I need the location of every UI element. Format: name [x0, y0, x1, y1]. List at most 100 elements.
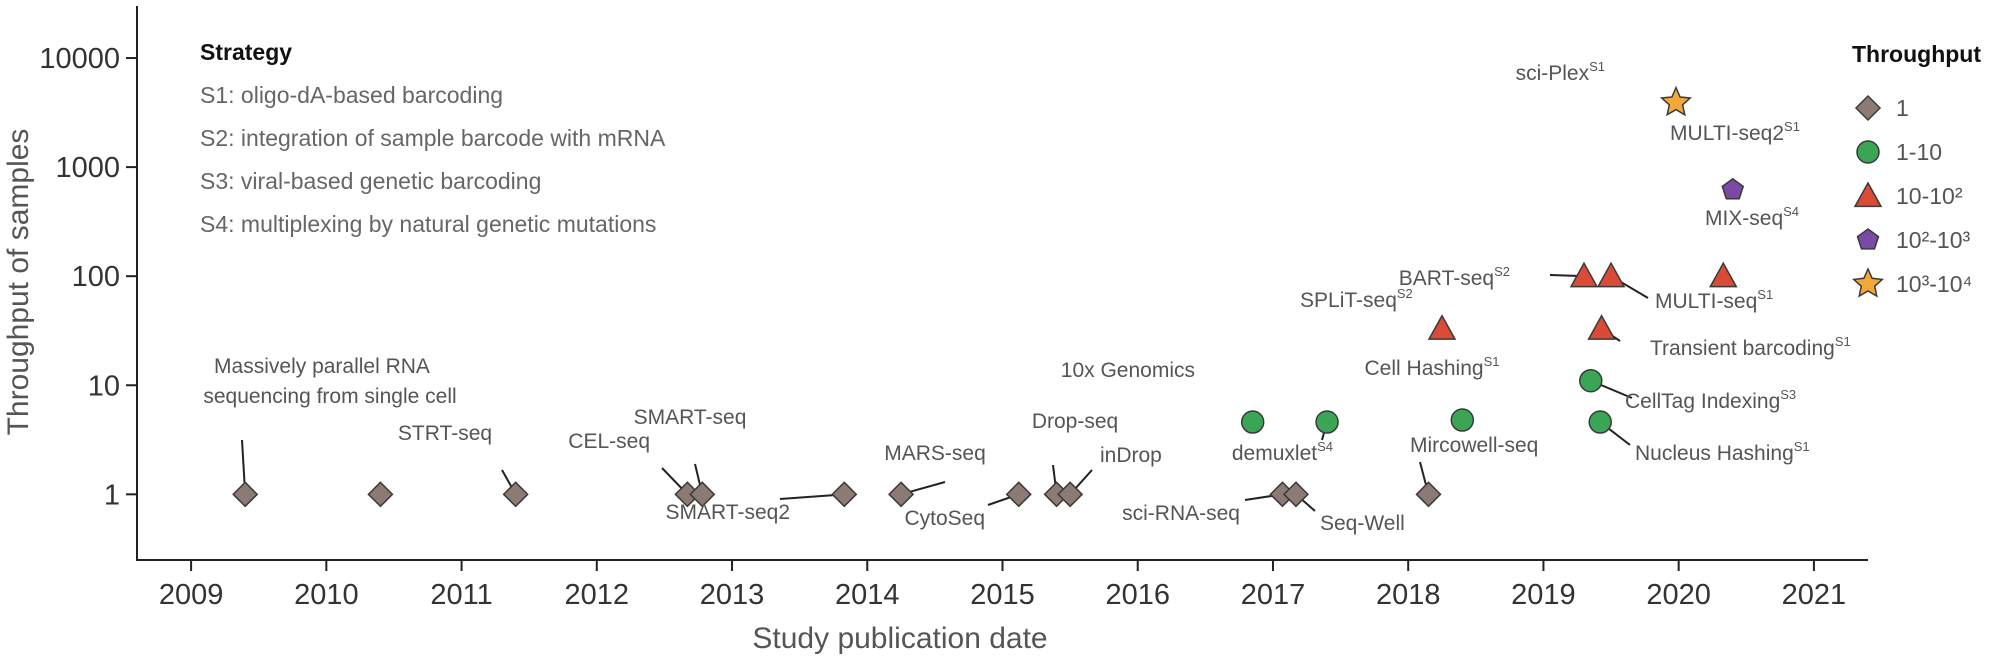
point-label-text-8: Drop-seq: [1032, 410, 1118, 433]
point-label-text-17: Nucleus Hashing: [1635, 442, 1794, 465]
point-label-text-20: MULTI-seq: [1655, 290, 1757, 313]
point-label-text-9: inDrop: [1100, 444, 1162, 467]
point-label-0: Massively parallel RNA: [214, 355, 430, 378]
x-tick-label-2015: 2015: [970, 579, 1035, 611]
y-tick-label-1000: 1000: [55, 152, 120, 184]
legend-label-0: 1: [1896, 95, 1909, 121]
point-label-12: Mircowell-seq: [1410, 434, 1538, 457]
point-label-text-24: sci-Plex: [1516, 62, 1590, 85]
axis-frame: [136, 6, 1868, 561]
point-label-8: Drop-seq: [1032, 410, 1118, 433]
legend-label-4: 10³-10⁴: [1896, 271, 1972, 297]
x-tick-label-2018: 2018: [1376, 579, 1441, 611]
y-tick-label-10: 10: [88, 370, 120, 402]
point-label-text-21: Transient barcoding: [1650, 337, 1835, 360]
axes: 2009 2010 2011 2012 2013 2014 2015 2016 2017 2018…: [39, 6, 1868, 611]
point-label-text-23: MULTI-seq2: [1670, 122, 1784, 145]
legend-marker-3: [1856, 228, 1880, 250]
point-label-3: CEL-seq: [568, 430, 650, 453]
point-label-5: SMART-seq2: [666, 501, 791, 524]
point-label-text-19: BART-seq: [1399, 267, 1494, 290]
legend-marker-0: [1854, 94, 1882, 122]
point-label-sup-16: S3: [1780, 387, 1796, 402]
x-axis-title: Study publication date: [752, 622, 1047, 655]
point-diamond-9: [1057, 481, 1084, 508]
x-tick-label-2020: 2020: [1646, 579, 1711, 611]
point-label-text-4: SMART-seq: [634, 406, 747, 429]
x-tick-label-2021: 2021: [1782, 579, 1847, 611]
point-label-sup-19: S2: [1494, 264, 1510, 279]
point-diamond-7: [1005, 481, 1032, 508]
point-label-11: Seq-Well: [1320, 512, 1405, 535]
point-label-18: SPLiT-seqS2: [1300, 286, 1413, 312]
point-label-text-10: sci-RNA-seq: [1122, 502, 1240, 525]
point-label-sup-24: S1: [1589, 59, 1605, 74]
x-tick-label-2013: 2013: [700, 579, 765, 611]
point-label-text-3: CEL-seq: [568, 430, 650, 453]
point-label-text-22: MIX-seq: [1705, 207, 1783, 230]
y-tick-label-1: 1: [104, 479, 120, 511]
point-label-text-12: Mircowell-seq: [1410, 434, 1538, 457]
strategy-item-s4: S4: multiplexing by natural genetic muta…: [200, 211, 656, 237]
legend-marker-4: [1851, 267, 1885, 298]
point-label-14: demuxletS4: [1232, 439, 1333, 465]
point-label-text-7: CytoSeq: [904, 507, 985, 530]
point-label-7: CytoSeq: [904, 507, 985, 530]
legend-title: Throughput: [1852, 41, 1981, 67]
point-circle-16: [1579, 368, 1603, 393]
legend-label-1: 1-10: [1896, 139, 1942, 165]
point-label-sup-23: S1: [1784, 119, 1800, 134]
point-star-24: [1659, 85, 1692, 117]
point-label2-0: sequencing from single cell: [203, 385, 456, 408]
legend-label-2: 10-10²: [1896, 183, 1963, 209]
x-tick-label-2012: 2012: [565, 579, 630, 611]
x-tick-label-2016: 2016: [1105, 579, 1170, 611]
y-axis-title: Throughput of samples: [2, 129, 35, 436]
point-label-sup-15: S1: [1484, 354, 1500, 369]
point-diamond-0: [232, 481, 259, 508]
x-tick-label-2009: 2009: [159, 579, 224, 611]
legend: Throughput 1 1-10 10-10² 10²-10³ 10³-10⁴: [1851, 41, 1981, 298]
legend-label-3: 10²-10³: [1896, 227, 1970, 253]
point-diamond-2: [502, 481, 529, 508]
point-label-23: MULTI-seq2S1: [1670, 119, 1800, 145]
point-diamond-11: [1282, 481, 1310, 508]
point-circle-14: [1315, 410, 1339, 434]
point-label-15: Cell HashingS1: [1365, 354, 1500, 380]
point-label-text-5: SMART-seq2: [666, 501, 791, 524]
point-label-sup-22: S4: [1783, 204, 1799, 219]
legend-marker-2: [1853, 181, 1883, 208]
point-diamond-12: [1415, 481, 1442, 508]
strategy-item-s1: S1: oligo-dA-based barcoding: [200, 82, 503, 108]
x-tick-label-2019: 2019: [1511, 579, 1576, 611]
point-label-20: MULTI-seqS1: [1655, 287, 1773, 313]
point-diamond-1: [367, 481, 394, 508]
annotations: Massively parallel RNA sequencing from si…: [203, 59, 1850, 535]
point-label-9: inDrop: [1100, 444, 1162, 467]
point-label-text-6: MARS-seq: [884, 442, 986, 465]
point-label-text-16: CellTag Indexing: [1625, 390, 1780, 413]
point-label-text-11: Seq-Well: [1320, 512, 1405, 535]
point-label-sup-20: S1: [1757, 287, 1773, 302]
point-label-sup-14: S4: [1317, 439, 1333, 454]
point-label-19: BART-seqS2: [1399, 264, 1510, 290]
point-diamond-6: [888, 481, 915, 508]
x-tick-label-2010: 2010: [294, 579, 359, 611]
point-label-22: MIX-seqS4: [1705, 204, 1799, 230]
point-label-2: STRT-seq: [398, 422, 492, 445]
strategy-title: Strategy: [200, 39, 292, 65]
legend-marker-1: [1856, 140, 1880, 164]
point-diamond-5: [831, 481, 858, 508]
point-circle-15: [1450, 408, 1475, 432]
point-label-text-14: demuxlet: [1232, 442, 1317, 465]
point-triangle-20: [1596, 261, 1626, 288]
point-label-sup-18: S2: [1397, 286, 1413, 301]
point-label-6: MARS-seq: [884, 442, 986, 465]
point-label-sup-17: S1: [1794, 439, 1810, 454]
point-pentagon-23: [1721, 177, 1745, 200]
point-label-13: 10x Genomics: [1061, 359, 1195, 382]
point-triangle-18: [1427, 314, 1457, 340]
x-tick-label-2011: 2011: [430, 579, 492, 611]
point-circle-13: [1240, 410, 1265, 434]
